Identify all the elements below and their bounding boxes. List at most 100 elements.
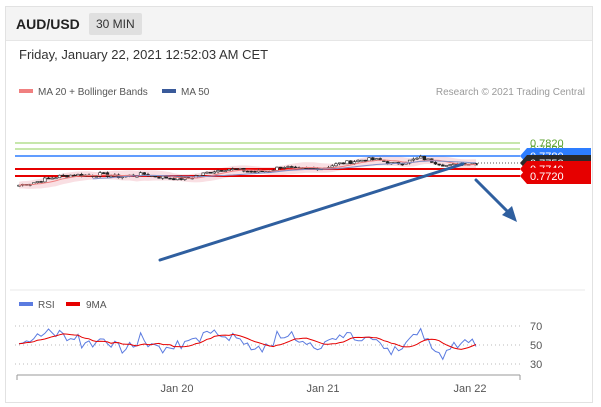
candle-body [216, 170, 220, 173]
candle-body [415, 157, 419, 160]
x-tick-label: Jan 20 [160, 383, 193, 395]
candle-body [330, 165, 334, 168]
candle-body [46, 177, 51, 180]
candle-body [334, 163, 338, 167]
candle-body [293, 166, 298, 169]
ma50-line [92, 160, 477, 180]
candle-body [109, 175, 113, 178]
candle-body [39, 181, 43, 183]
candle-body [201, 172, 205, 176]
candle-body [278, 166, 283, 169]
candle-body [168, 177, 172, 180]
candle-body [231, 168, 235, 170]
candle-body [282, 167, 287, 169]
candle-body [220, 170, 224, 172]
ma20-line [18, 159, 477, 186]
candle-body [249, 170, 253, 173]
x-tick-label: Jan 21 [306, 383, 339, 395]
candle-body [411, 158, 416, 161]
rsi-ma9-line [18, 333, 477, 350]
copyright-text: Research © 2021 Trading Central [436, 87, 585, 98]
candle-body [238, 168, 242, 170]
candle-body [371, 157, 375, 161]
candle-body [348, 160, 353, 164]
rsi-level-label: 30 [530, 359, 542, 371]
forecast-arrow-shaft [474, 178, 511, 215]
forecast-arrow-head [502, 206, 517, 222]
candle-body [363, 159, 368, 162]
candle-body [157, 176, 161, 179]
rsi-level-label: 50 [530, 340, 542, 352]
candle-body [205, 171, 209, 174]
candle-body [426, 158, 430, 161]
candle-body [57, 174, 62, 179]
candle-body [161, 175, 165, 179]
chart-header: AUD/USD 30 MIN [6, 7, 592, 41]
candle-body [374, 158, 379, 161]
candle-body [234, 168, 239, 170]
candle-body [400, 163, 404, 166]
candle-body [337, 162, 342, 165]
x-tick-label: Jan 22 [453, 383, 486, 395]
candle-body [441, 164, 445, 167]
ma20-legend-swatch [19, 89, 33, 93]
rsi-legend-swatch [19, 302, 33, 306]
ma50-legend-label: MA 50 [181, 87, 210, 98]
candle-body [54, 177, 58, 180]
support-tag [520, 168, 591, 184]
candle-body [65, 174, 69, 178]
ma50-legend-swatch [162, 89, 176, 93]
candle-body [444, 165, 449, 167]
moving-averages [18, 159, 477, 186]
trend-line [158, 162, 517, 262]
candle-body [437, 163, 441, 166]
rsi-panel: 70 50 30 [15, 321, 542, 371]
candle-body [253, 171, 257, 173]
candle-body [208, 171, 213, 174]
rsi-legend-label: RSI [38, 300, 55, 311]
candle-body [94, 175, 99, 178]
trend-support-line [158, 162, 465, 262]
candle-body [433, 162, 438, 165]
candle-body [290, 166, 294, 168]
chart-widget: AUD/USD 30 MIN Friday, January 22, 2021 … [5, 6, 593, 403]
rsi-line [18, 327, 477, 361]
candle-body [227, 168, 231, 171]
support-label: 0.7720 [530, 171, 564, 183]
ma20-legend-label: MA 20 + Bollinger Bands [38, 87, 148, 98]
candle-body [43, 177, 47, 183]
candle-body [352, 161, 357, 164]
candle-body [98, 172, 102, 177]
candle-body [172, 178, 176, 181]
target-level-label: 0.7820 [530, 138, 564, 150]
timeframe-badge[interactable]: 30 MIN [89, 13, 142, 35]
candle-body [223, 170, 228, 172]
ma9-legend-swatch [66, 302, 80, 306]
candle-body [275, 166, 279, 171]
symbol-title: AUD/USD [16, 16, 80, 32]
candle-body [212, 171, 217, 174]
candle-body [422, 156, 427, 161]
candle-body [35, 181, 40, 184]
candle-body [367, 157, 371, 162]
candle-body [341, 162, 346, 165]
candle-body [76, 173, 80, 177]
ma9-legend-label: 9MA [86, 300, 107, 311]
chart-datetime: Friday, January 22, 2021 12:52:03 AM CET [19, 47, 269, 62]
candle-body [448, 164, 452, 166]
candle-body [245, 170, 250, 173]
candle-body [61, 174, 65, 177]
candle-body [142, 172, 147, 175]
candle-body [286, 166, 290, 168]
candle-body [360, 159, 364, 162]
candle-body [419, 156, 423, 159]
rsi-level-label: 70 [530, 321, 542, 333]
candle-body [102, 172, 106, 174]
candle-body [345, 160, 349, 165]
candle-body [50, 177, 54, 180]
candle-body [175, 176, 180, 181]
candle-body [72, 174, 76, 177]
candle-body [116, 174, 121, 179]
